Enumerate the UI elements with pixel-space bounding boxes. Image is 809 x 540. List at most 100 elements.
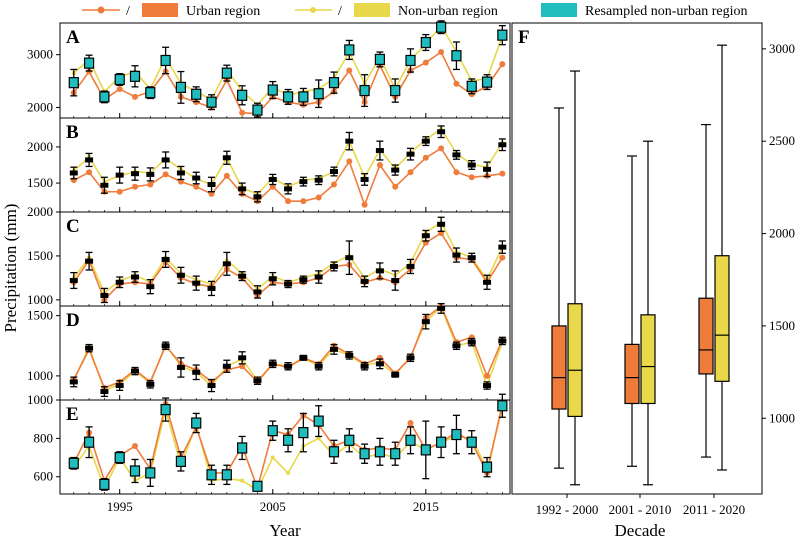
resampled-box (375, 268, 384, 274)
y-tick-label: 2000 (27, 139, 53, 154)
y-tick-label-f: 3000 (769, 41, 795, 56)
urban-point (376, 162, 383, 168)
panel-label: D (66, 310, 80, 331)
urban-point (116, 188, 123, 195)
resampled-box (69, 278, 78, 284)
box-non-urban (567, 303, 583, 418)
resampled-box (299, 355, 308, 361)
resampled-box (268, 276, 277, 282)
resampled-box (284, 363, 293, 369)
legend-nonurban-swatch (354, 3, 390, 17)
urban-point (330, 181, 337, 188)
legend-resampled-label: Resampled non-urban region (585, 4, 748, 19)
resampled-box (221, 469, 232, 481)
resampled-box (129, 465, 141, 477)
resampled-box (145, 87, 156, 99)
urban-point (116, 85, 123, 92)
urban-point (193, 183, 200, 190)
urban-line (73, 147, 503, 208)
urban-point (269, 183, 276, 190)
resampled-box (329, 169, 338, 175)
resampled-box (206, 469, 217, 481)
resampled-box (436, 436, 447, 448)
resampled-box (313, 88, 324, 100)
resampled-box (313, 415, 324, 427)
panel-e: E 600 800 1000 1995 2005 2015 (27, 392, 511, 514)
box-urban (624, 343, 640, 405)
resampled-box (483, 166, 492, 172)
resampled-box (299, 179, 308, 185)
resampled-box (237, 442, 248, 454)
urban-point (453, 169, 460, 176)
resampled-box (390, 84, 401, 97)
y-tick-label: 1500 (27, 308, 53, 323)
resampled-box (421, 319, 430, 325)
resampled-box (329, 263, 338, 269)
resampled-box (253, 194, 262, 200)
urban-point (315, 194, 322, 201)
resampled-box (99, 478, 110, 491)
resampled-box (69, 170, 78, 176)
legend-urban-swatch (142, 3, 178, 17)
resampled-box (192, 369, 201, 375)
resampled-box (345, 138, 354, 144)
urban-point (407, 169, 414, 176)
urban-point (86, 169, 93, 176)
resampled-box (267, 425, 278, 437)
urban-point (132, 443, 138, 450)
resampled-box (344, 44, 355, 56)
resampled-box (176, 364, 185, 370)
resampled-box (83, 57, 95, 69)
panel-frame-f (511, 22, 763, 495)
resampled-box (191, 88, 202, 100)
panel-label: C (66, 216, 80, 237)
y-tick-label: 600 (34, 469, 54, 484)
resampled-box (452, 152, 461, 158)
resampled-box (328, 446, 340, 458)
line-panels: A20003000B15002000C100015002000D10001500… (27, 20, 511, 514)
non-urban-point (240, 478, 245, 483)
resampled-box (391, 372, 400, 378)
resampled-box (314, 363, 323, 369)
resampled-box (451, 428, 462, 441)
resampled-box (284, 186, 293, 192)
resampled-box (222, 155, 231, 161)
resampled-box (467, 339, 476, 345)
x-tick-label: 2005 (260, 499, 286, 514)
panel-frame (59, 305, 511, 401)
resampled-box (161, 343, 170, 349)
panel-a: A 2000 3000 (27, 20, 511, 119)
urban-point (438, 49, 445, 56)
resampled-box (420, 36, 431, 49)
resampled-box (115, 279, 124, 285)
resampled-box (146, 381, 155, 387)
urban-point (285, 198, 292, 205)
resampled-box (253, 289, 262, 295)
urban-point (468, 174, 475, 181)
y-tick-label: 1000 (27, 292, 53, 307)
legend-nonurban-marker (310, 7, 316, 13)
resampled-box (344, 434, 355, 446)
resampled-box (222, 261, 231, 267)
y-tick-label: 2000 (27, 204, 53, 219)
resampled-box (420, 444, 431, 456)
resampled-box (314, 274, 323, 280)
box-urban (551, 325, 567, 410)
y-axis-label: Precipitation (mm) (1, 204, 20, 333)
resampled-box (359, 84, 370, 97)
resampled-box (100, 292, 109, 298)
y-tick-label-f: 2500 (769, 133, 795, 148)
resampled-box (207, 182, 216, 188)
urban-point (438, 145, 445, 152)
resampled-box (421, 138, 430, 144)
resampled-box (115, 172, 124, 178)
y-tick-label: 1000 (27, 392, 53, 407)
resampled-box (83, 436, 95, 448)
panel-label-f: F (518, 27, 530, 48)
resampled-box (375, 148, 384, 154)
resampled-box (222, 363, 231, 369)
urban-point (208, 190, 215, 197)
resampled-box (237, 89, 248, 101)
resampled-box (375, 361, 384, 367)
